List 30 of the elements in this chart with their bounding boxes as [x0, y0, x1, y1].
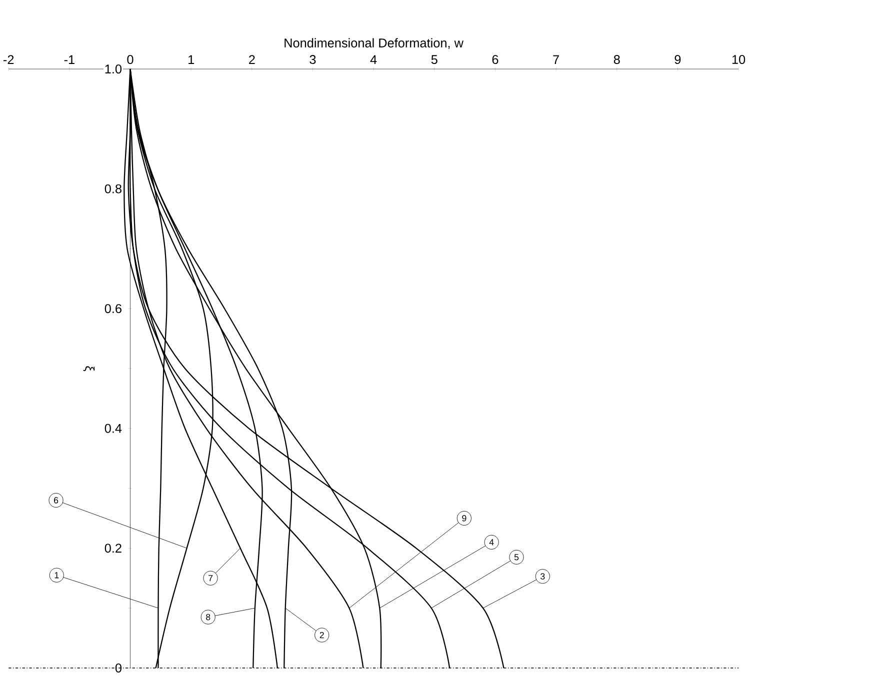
- x-axis-title: Nondimensional Deformation, w: [284, 38, 464, 49]
- text: 8: [206, 614, 210, 620]
- text: 2: [320, 632, 324, 638]
- y-tick-label: 1.0: [105, 64, 122, 74]
- x-tick-label: 9: [674, 54, 681, 64]
- x-tick-label: 8: [614, 54, 620, 64]
- y-tick-label: 0: [115, 663, 122, 672]
- x-tick-label: 6: [492, 54, 498, 64]
- x-tick-label: 7: [553, 55, 559, 64]
- x-tick-label: 10: [732, 54, 746, 64]
- y-tick-label: 0.2: [104, 544, 122, 553]
- y-tick-label: 0.6: [104, 304, 122, 313]
- x-tick-label: 3: [310, 54, 316, 64]
- text: 5: [514, 554, 519, 560]
- x-tick-label: 4: [370, 55, 377, 64]
- text: 3: [540, 573, 545, 580]
- text: 7: [208, 574, 213, 581]
- text: 1: [54, 572, 59, 578]
- text: 9: [462, 514, 466, 522]
- y-tick-label: 0.4: [104, 424, 122, 433]
- x-tick-label: 1: [188, 55, 194, 64]
- x-tick-label: -2: [4, 54, 14, 64]
- text: 6: [54, 496, 58, 504]
- x-tick-label: 5: [431, 54, 438, 64]
- y-axis-title: ξ: [83, 366, 95, 371]
- x-tick-label: 2: [249, 54, 255, 64]
- x-tick-label: 0: [127, 54, 134, 64]
- text: 4: [489, 538, 494, 546]
- y-tick-label: 0.8: [104, 184, 122, 194]
- x-tick-label: -1: [64, 55, 74, 64]
